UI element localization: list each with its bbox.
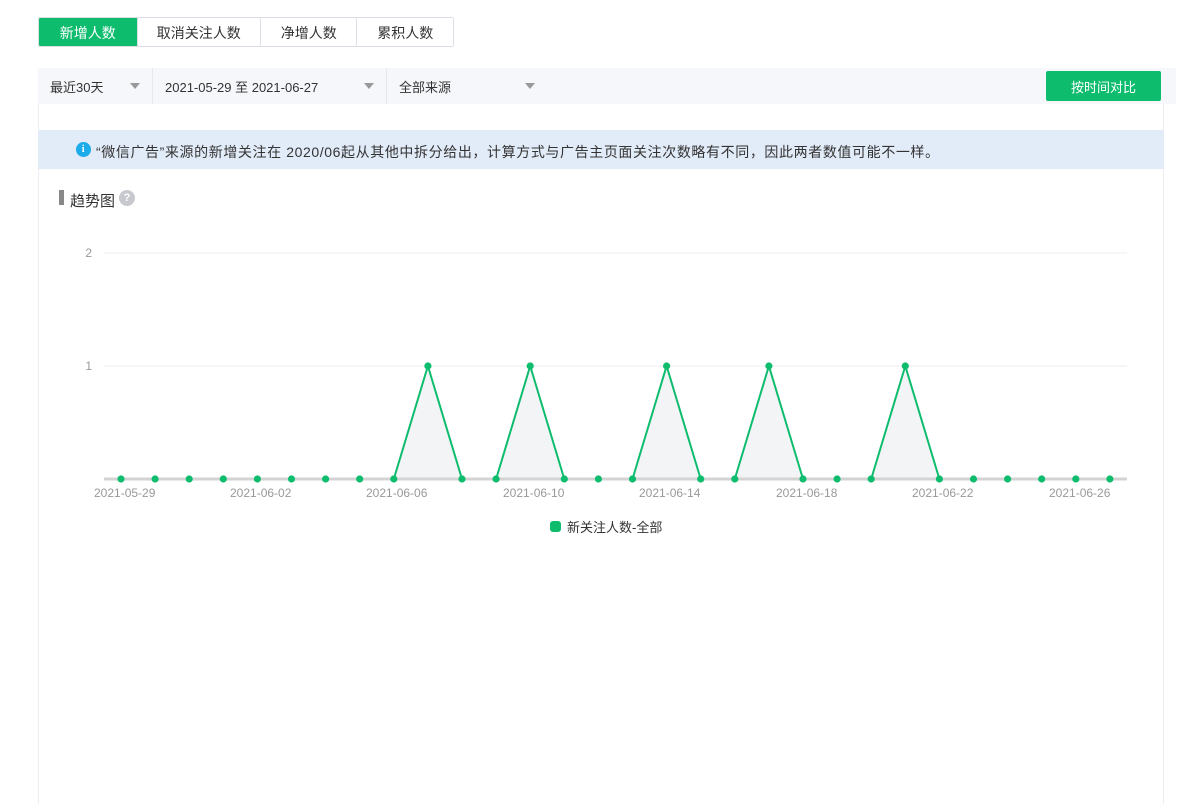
svg-text:2021-06-18: 2021-06-18 <box>776 486 838 500</box>
svg-text:2021-06-06: 2021-06-06 <box>366 486 428 500</box>
svg-text:2021-06-26: 2021-06-26 <box>1049 486 1111 500</box>
svg-text:2021-06-10: 2021-06-10 <box>503 486 565 500</box>
svg-text:2021-06-02: 2021-06-02 <box>230 486 292 500</box>
svg-text:2: 2 <box>85 246 92 260</box>
svg-text:2021-06-14: 2021-06-14 <box>639 486 701 500</box>
svg-text:2021-05-29: 2021-05-29 <box>94 486 156 500</box>
svg-text:1: 1 <box>85 359 92 373</box>
svg-text:2021-06-22: 2021-06-22 <box>912 486 974 500</box>
